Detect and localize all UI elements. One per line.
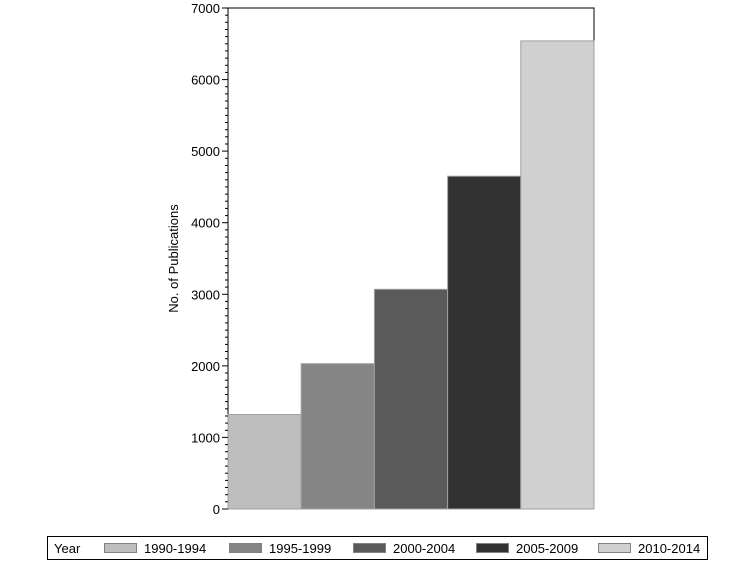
bar-chart: 0 1000 2000 3000 4000 5000 6000 7000 No. of Pub… bbox=[166, 1, 595, 517]
legend-label: 2010-2014 bbox=[638, 541, 701, 556]
bar-2000-2004 bbox=[373, 288, 449, 510]
bar-1995-1999 bbox=[300, 363, 375, 510]
legend-swatch bbox=[476, 543, 509, 553]
y-tick-label: 7000 bbox=[191, 1, 220, 16]
legend-label: 2005-2009 bbox=[516, 541, 579, 556]
legend-swatch bbox=[598, 543, 631, 553]
legend-label: 2000-2004 bbox=[393, 541, 456, 556]
y-axis-title: No. of Publications bbox=[166, 204, 181, 313]
legend-label: 1990-1994 bbox=[144, 541, 207, 556]
bar-2005-2009 bbox=[447, 175, 522, 510]
legend-swatch bbox=[104, 543, 137, 553]
bar-2010-2014 bbox=[520, 40, 595, 510]
bars-group bbox=[227, 40, 595, 510]
y-tick-label: 5000 bbox=[191, 144, 220, 159]
legend: Year 1990-1994 1995-1999 2000-2004 2005-200… bbox=[47, 536, 708, 560]
y-tick-label: 6000 bbox=[191, 73, 220, 88]
y-tick-label: 1000 bbox=[191, 430, 220, 445]
legend-swatch bbox=[353, 543, 386, 553]
legend-title: Year bbox=[54, 541, 81, 556]
legend-swatch bbox=[229, 543, 262, 553]
legend-label: 1995-1999 bbox=[269, 541, 332, 556]
y-axis: 0 1000 2000 3000 4000 5000 6000 7000 bbox=[191, 1, 228, 517]
bar-1990-1994 bbox=[227, 414, 302, 510]
y-tick-label: 2000 bbox=[191, 359, 220, 374]
y-tick-label: 4000 bbox=[191, 216, 220, 231]
y-tick-label: 0 bbox=[213, 502, 220, 517]
y-tick-label: 3000 bbox=[191, 287, 220, 302]
